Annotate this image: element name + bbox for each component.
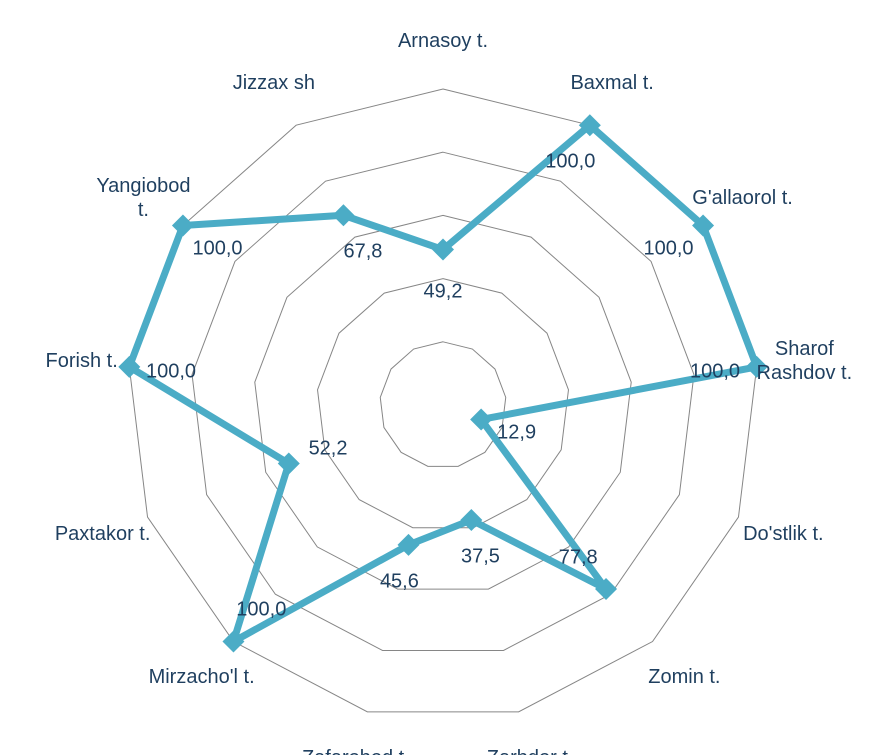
category-label: Do'stlik t. — [743, 523, 824, 546]
data-label: 67,8 — [343, 240, 383, 263]
data-label: 77,8 — [558, 546, 598, 569]
data-label: 49,2 — [423, 280, 463, 303]
category-label: Zafarobod t. — [301, 746, 411, 755]
data-label: 12,9 — [497, 421, 537, 444]
marker — [222, 630, 245, 653]
category-label: Zarbdor t. — [475, 746, 585, 755]
category-label: Paxtakor t. — [54, 523, 151, 546]
data-label: 100,0 — [192, 237, 243, 260]
data-label: 45,6 — [379, 570, 419, 593]
marker — [432, 238, 454, 261]
category-label: G'allaorol t. — [692, 187, 793, 210]
grid-ring — [379, 341, 507, 467]
category-label: Sharof Rashdov t. — [756, 338, 853, 385]
data-label: 100,0 — [643, 237, 694, 260]
data-label: 52,2 — [308, 437, 348, 460]
series-line — [125, 121, 761, 646]
category-label: Zomin t. — [648, 666, 721, 689]
marker — [745, 355, 768, 378]
grid-ring — [254, 214, 632, 590]
data-label: 100,0 — [236, 598, 287, 621]
marker — [332, 204, 355, 227]
data-label: 100,0 — [545, 150, 596, 173]
marker — [118, 355, 141, 378]
data-label: 37,5 — [460, 545, 500, 568]
category-label: Jizzax sh — [232, 71, 315, 94]
marker — [692, 214, 715, 237]
category-label: Arnasoy t. — [397, 30, 489, 52]
marker — [595, 578, 618, 601]
data-label: 100,0 — [145, 360, 197, 383]
data-label: 100,0 — [689, 360, 741, 383]
marker — [470, 408, 493, 431]
marker — [397, 533, 420, 556]
category-label: Baxmal t. — [570, 71, 654, 94]
category-label: Forish t. — [45, 350, 118, 373]
marker — [578, 114, 601, 137]
marker — [460, 509, 483, 532]
category-label: Yangiobod t. — [96, 175, 191, 222]
grid-ring — [191, 151, 695, 651]
marker — [171, 214, 194, 237]
marker — [277, 452, 300, 475]
grid-ring — [128, 88, 758, 713]
category-label: Mirzacho'l t. — [148, 666, 255, 689]
